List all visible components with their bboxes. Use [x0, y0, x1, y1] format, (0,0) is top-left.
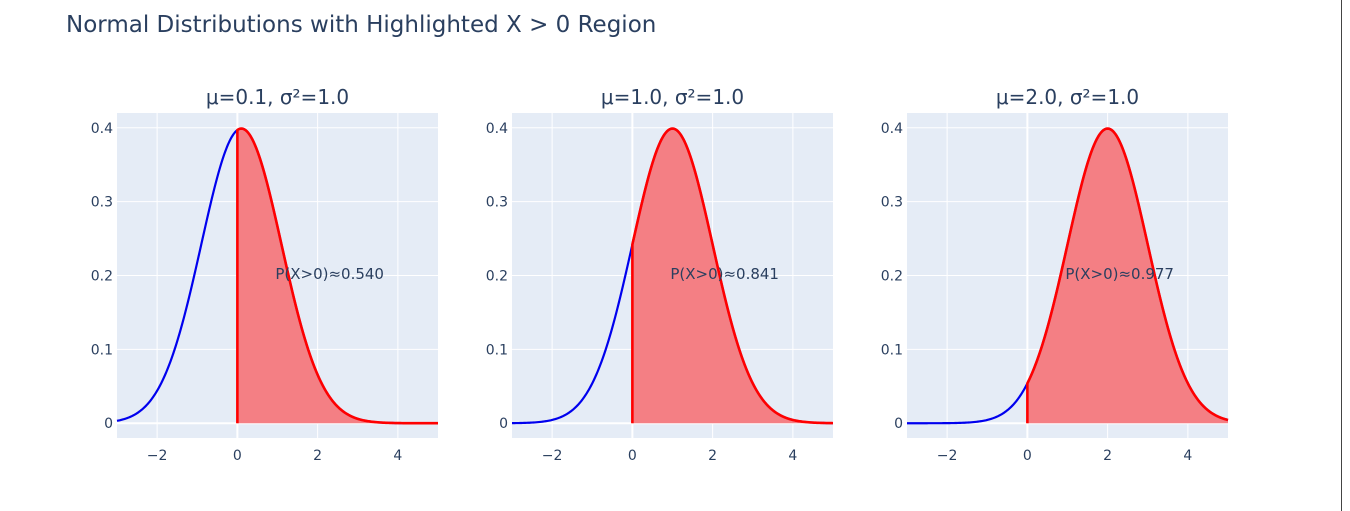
chart-1-highlight-area	[237, 128, 438, 424]
chart-2-x-tick-label: 4	[788, 448, 797, 464]
chart-3-panel: μ=2.0, σ²=1.0 0 0.1 0.2 0.3 0.4 −2 0 2 4 P(X>0)≈0.…	[881, 85, 1229, 464]
chart-2-y-tick-label: 0.1	[486, 342, 508, 358]
chart-1-x-tick-label: 0	[233, 448, 242, 464]
chart-3-y-tick-label: 0.3	[881, 195, 903, 211]
chart-2-y-tick-label: 0.2	[486, 269, 508, 285]
chart-2-title: μ=1.0, σ²=1.0	[601, 85, 744, 109]
chart-2-panel: μ=1.0, σ²=1.0 0 0.1 0.2 0.3 0.4 −2 0 2 4 P(X>0)≈0.…	[486, 85, 834, 464]
chart-3-x-tick-label: −2	[937, 448, 958, 464]
chart-main-title: Normal Distributions with Highlighted X …	[66, 12, 657, 38]
chart-1-y-tick-label: 0.4	[91, 121, 113, 137]
chart-1-y-tick-label: 0.1	[91, 342, 113, 358]
chart-3-y-tick-label: 0.2	[881, 269, 903, 285]
chart-2-x-tick-label: 0	[628, 448, 637, 464]
chart-2-highlight-outline	[631, 127, 834, 425]
right-border	[1341, 0, 1342, 511]
chart-1-probability-annotation: P(X>0)≈0.540	[275, 265, 384, 283]
chart-2-probability-annotation: P(X>0)≈0.841	[670, 265, 779, 283]
chart-3-probability-annotation: P(X>0)≈0.977	[1065, 265, 1174, 283]
chart-3-highlight-outline	[1026, 127, 1229, 424]
chart-3-x-tick-label: 0	[1023, 448, 1032, 464]
chart-1-x-tick-label: −2	[147, 448, 168, 464]
chart-3-y-tick-label: 0.1	[881, 342, 903, 358]
chart-1-panel: μ=0.1, σ²=1.0 0 0.1 0.2 0.3 0.4 −2 0 2 4 P(X>0)≈0.…	[91, 85, 438, 464]
chart-2-x-tick-label: −2	[542, 448, 563, 464]
chart-3-y-tick-label: 0.4	[881, 121, 903, 137]
chart-1-y-tick-label: 0	[104, 416, 113, 432]
chart-1-x-tick-label: 4	[393, 448, 402, 464]
chart-3-y-tick-label: 0	[894, 416, 903, 432]
chart-1-highlight-outline	[236, 127, 438, 425]
chart-2-x-tick-label: 2	[708, 448, 717, 464]
chart-1-x-tick-label: 2	[313, 448, 322, 464]
chart-1-y-tick-label: 0.3	[91, 195, 113, 211]
chart-1-y-tick-label: 0.2	[91, 269, 113, 285]
chart-2-highlight-area	[632, 128, 833, 424]
chart-2-y-tick-label: 0	[499, 416, 508, 432]
chart-3-x-tick-label: 4	[1183, 448, 1192, 464]
chart-2-y-tick-label: 0.4	[486, 121, 508, 137]
chart-2-y-tick-label: 0.3	[486, 195, 508, 211]
chart-3-title: μ=2.0, σ²=1.0	[996, 85, 1139, 109]
chart-1-title: μ=0.1, σ²=1.0	[206, 85, 349, 109]
chart-3-x-tick-label: 2	[1103, 448, 1112, 464]
